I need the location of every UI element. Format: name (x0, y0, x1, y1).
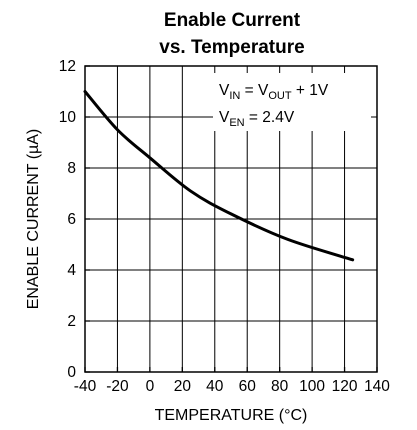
x-tick-label: 0 (146, 378, 155, 395)
x-axis-label: TEMPERATURE (°C) (155, 407, 308, 424)
y-tick-label: 6 (67, 211, 76, 228)
x-tick-label: 80 (271, 378, 289, 395)
y-tick-label: 10 (59, 109, 77, 126)
y-tick-label: 12 (59, 58, 76, 75)
annotation-vin: VIN = VOUT + 1V (219, 82, 329, 102)
chart-title-line1: Enable Current (164, 10, 301, 31)
x-tick-label: -20 (106, 378, 129, 395)
x-tick-label: 20 (174, 378, 192, 395)
chart-title-line2: vs. Temperature (159, 37, 304, 58)
x-tick-label: 140 (364, 378, 390, 395)
series-line-0 (83, 90, 355, 262)
y-tick-label: 0 (67, 364, 76, 381)
annotation-ven: VEN = 2.4V (219, 109, 295, 129)
tick-marks (84, 65, 378, 373)
y-tick-label: 2 (67, 313, 76, 330)
x-tick-label: -40 (74, 378, 97, 395)
y-tick-label: 8 (67, 160, 76, 177)
x-tick-label: 40 (206, 378, 224, 395)
y-tick-label: 4 (67, 262, 76, 279)
y-axis-label: ENABLE CURRENT (µA) (25, 129, 42, 310)
x-tick-labels: -40 -20 0 20 40 60 80 100 120 140 (74, 378, 391, 395)
series-group (83, 90, 355, 262)
y-tick-labels: 0 2 4 6 8 10 12 (59, 58, 77, 381)
annotation-background (213, 73, 371, 131)
x-tick-label: 120 (332, 378, 358, 395)
x-tick-label: 100 (299, 378, 325, 395)
x-tick-label: 60 (239, 378, 257, 395)
